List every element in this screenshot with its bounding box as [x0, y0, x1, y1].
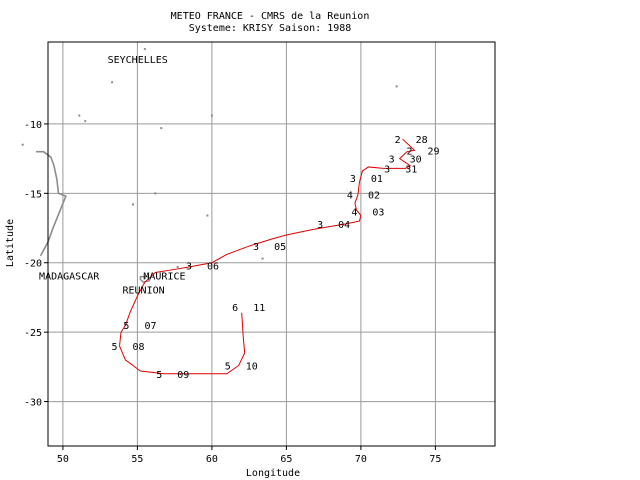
fix-day-06: 06	[207, 262, 219, 273]
y-tick-label--30: -30	[24, 398, 42, 409]
y-axis-label: Latitude	[5, 219, 16, 267]
coastline-segment-0	[36, 150, 67, 257]
islet-10	[131, 203, 134, 206]
fix-intensity-31: 3	[384, 164, 390, 175]
y-tick-label--25: -25	[24, 328, 42, 339]
x-tick-label-50: 50	[57, 454, 69, 465]
graticule	[48, 42, 495, 446]
place-label-madagascar: MADAGASCAR	[39, 271, 100, 282]
fix-intensity-05: 3	[253, 242, 259, 253]
fix-day-29: 29	[428, 146, 440, 157]
fix-intensity-07: 5	[123, 321, 129, 332]
fix-day-30: 30	[410, 155, 422, 166]
island-outline	[139, 275, 151, 283]
x-tick-label-65: 65	[280, 454, 292, 465]
islet-4	[160, 127, 163, 130]
islet-11	[154, 192, 157, 195]
fix-day-02: 02	[368, 191, 380, 202]
islet-13	[21, 143, 24, 146]
islet-0	[143, 47, 146, 50]
place-label-seychelles: SEYCHELLES	[108, 55, 168, 66]
islet-1	[176, 265, 179, 268]
fix-day-08: 08	[133, 342, 145, 353]
coastline	[21, 47, 398, 283]
y-tick-label--10: -10	[24, 120, 42, 131]
fix-intensity-30: 3	[389, 155, 395, 166]
y-tick-label--15: -15	[24, 189, 42, 200]
fix-intensity-08: 5	[111, 342, 117, 353]
plot-frame	[47, 41, 496, 447]
fix-day-07: 07	[144, 321, 156, 332]
title-line-1: METEO FRANCE - CMRS de la Reunion	[171, 11, 370, 22]
islet-3	[261, 257, 264, 260]
x-tick-label-60: 60	[206, 454, 218, 465]
fix-intensity-04: 3	[317, 220, 323, 231]
fix-intensity-02: 4	[347, 191, 353, 202]
fix-day-03: 03	[372, 207, 384, 218]
fix-intensity-09: 5	[156, 370, 162, 381]
x-tick-label-55: 55	[131, 454, 143, 465]
fix-day-01: 01	[371, 174, 383, 185]
x-tick-label-75: 75	[429, 454, 441, 465]
fix-intensity-01: 3	[350, 174, 356, 185]
fix-day-10: 10	[246, 361, 258, 372]
fix-day-28: 28	[416, 135, 428, 146]
islet-5	[210, 114, 213, 117]
place-names: SEYCHELLESRESMADAGASCARMAURICEREUNION	[39, 55, 185, 296]
y-tick-label--20: -20	[24, 259, 42, 270]
fix-intensity-03: 4	[351, 207, 357, 218]
islet-12	[206, 214, 209, 217]
x-axis-label: Longitude	[246, 468, 300, 479]
axis-ticks: 50 55 60 65 70 75-10-15-20-25-30	[24, 120, 441, 465]
place-label-maurice: MAURICE	[143, 271, 185, 282]
fix-day-11: 11	[253, 303, 265, 314]
title-line-2: Systeme: KRISY Saison: 1988	[189, 23, 352, 34]
islet-2	[143, 277, 146, 280]
fix-day-05: 05	[274, 242, 286, 253]
place-label-reunion: REUNION	[123, 285, 165, 296]
storm-track	[119, 138, 416, 375]
islet-6	[395, 85, 398, 88]
fix-intensity-10: 5	[225, 361, 231, 372]
fix-intensity-06: 3	[186, 262, 192, 273]
x-tick-label-70: 70	[355, 454, 367, 465]
fix-day-04: 04	[338, 220, 350, 231]
islet-7	[84, 120, 87, 123]
islet-9	[111, 81, 114, 84]
fix-day-09: 09	[177, 370, 189, 381]
track-line	[119, 138, 416, 375]
fix-day-31: 31	[405, 164, 417, 175]
islet-8	[78, 114, 81, 117]
fix-intensity-29: 2	[407, 146, 413, 157]
fix-intensity-28: 2	[395, 135, 401, 146]
track-fixes: 2 282 293 303 313 014 024 033 043 053 065 075 085 095…	[111, 135, 439, 381]
fix-intensity-11: 6	[232, 303, 238, 314]
